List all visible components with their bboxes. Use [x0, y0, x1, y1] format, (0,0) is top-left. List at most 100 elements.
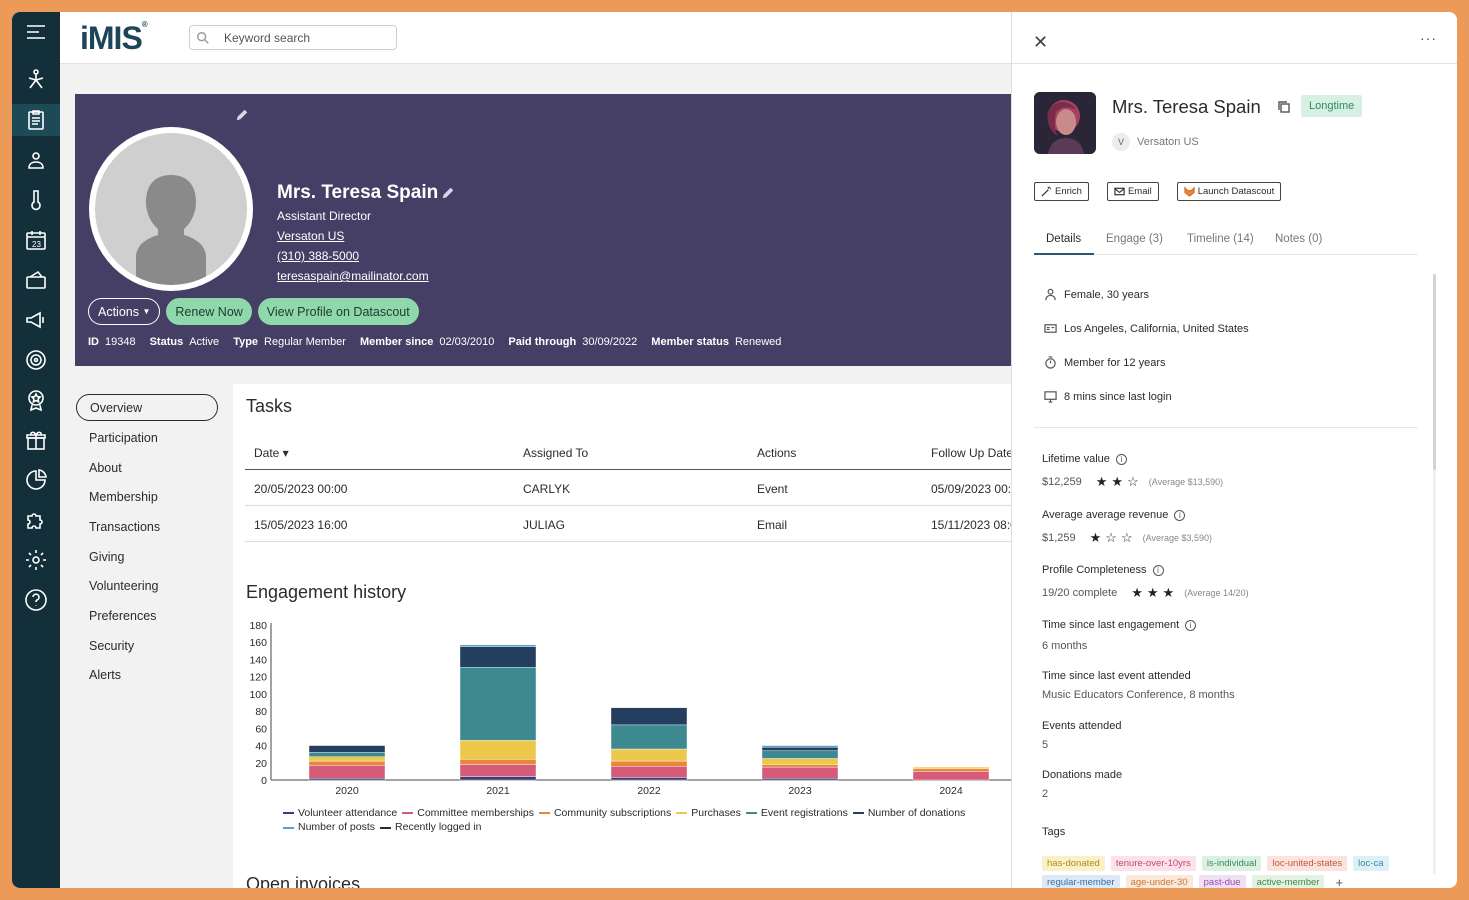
- scrollbar-thumb[interactable]: [1433, 274, 1436, 470]
- member-info-bar: ID 19348 Status Active Type Regular Member …: [88, 336, 789, 348]
- caret-down-icon: ▼: [142, 307, 151, 316]
- imis-logo[interactable]: iMIS®: [80, 20, 148, 56]
- column-header-date[interactable]: Date ▾: [254, 446, 289, 460]
- legend-item[interactable]: Number of donations: [852, 807, 965, 820]
- subnav-alerts[interactable]: Alerts: [89, 668, 121, 683]
- profile-org-link[interactable]: Versaton US: [277, 229, 345, 243]
- tag-chip[interactable]: age-under-30: [1125, 875, 1193, 888]
- scrollbar-track[interactable]: [1433, 274, 1436, 874]
- info-icon[interactable]: i: [1115, 453, 1127, 465]
- keyword-search-input[interactable]: Keyword search: [189, 25, 397, 50]
- info-icon[interactable]: i: [1152, 564, 1164, 576]
- subnav-overview[interactable]: Overview: [76, 394, 218, 421]
- wallet-icon[interactable]: [18, 264, 54, 296]
- column-header-assigned[interactable]: Assigned To: [523, 446, 589, 460]
- contact-name: Mrs. Teresa Spain: [1112, 96, 1261, 117]
- legend-item[interactable]: Volunteer attendance: [283, 807, 397, 820]
- info-icon[interactable]: i: [1174, 509, 1186, 521]
- community-icon[interactable]: [18, 64, 54, 96]
- more-options-icon[interactable]: ···: [1420, 30, 1437, 46]
- launch-datascout-button[interactable]: Launch Datascout: [1176, 182, 1282, 201]
- clipboard-icon[interactable]: [12, 104, 60, 136]
- enrich-button[interactable]: Enrich: [1034, 182, 1089, 201]
- legend-item[interactable]: Purchases: [676, 807, 741, 820]
- org-initial: V: [1112, 133, 1130, 151]
- status-value: Active: [189, 336, 220, 348]
- tag-chip[interactable]: loc-ca: [1353, 856, 1389, 871]
- cloud-user-icon[interactable]: [18, 144, 54, 176]
- info-icon[interactable]: i: [1185, 619, 1197, 631]
- tag-chip[interactable]: has-donated: [1042, 856, 1105, 871]
- location-fact: Los Angeles, California, United States: [1044, 322, 1249, 335]
- last-event-label: Time since last event attended: [1042, 670, 1191, 682]
- column-header-actions[interactable]: Actions: [757, 446, 797, 460]
- bar-segment: [308, 778, 386, 781]
- last-engagement-value: 6 months: [1042, 640, 1088, 652]
- status-badge: Longtime: [1301, 95, 1363, 117]
- y-tick-label: 40: [255, 741, 267, 753]
- profile-phone-link[interactable]: (310) 388-5000: [277, 249, 360, 263]
- tag-chip[interactable]: loc-united-states: [1267, 856, 1348, 871]
- settings-icon[interactable]: [18, 544, 54, 576]
- open-invoices-title: Open invoices: [246, 874, 361, 888]
- tag-chip[interactable]: tenure-over-10yrs: [1110, 856, 1196, 871]
- column-header-followup[interactable]: Follow Up Date: [931, 446, 1012, 460]
- legend-item[interactable]: Committee memberships: [402, 807, 534, 820]
- tab-details[interactable]: Details: [1046, 233, 1082, 245]
- pie-chart-icon[interactable]: [18, 464, 54, 496]
- x-tick-label: 2020: [335, 785, 359, 797]
- legend-label: Event registrations: [760, 806, 848, 819]
- subnav-transactions[interactable]: Transactions: [89, 519, 161, 534]
- table-row[interactable]: 20/05/2023 00:00 CARLYK Event 05/09/2023…: [245, 470, 1012, 506]
- target-icon[interactable]: [18, 344, 54, 376]
- rating-stars: ★★☆: [1095, 474, 1143, 489]
- profile-banner: Mrs. Teresa Spain Assistant Director Ver…: [75, 94, 1012, 366]
- subnav-preferences[interactable]: Preferences: [89, 608, 157, 623]
- chart-legend: Volunteer attendance Committee membership…: [283, 805, 1012, 834]
- subnav-giving[interactable]: Giving: [89, 549, 125, 564]
- profile-completeness-label: Profile Completeness i: [1042, 564, 1164, 576]
- add-tag-icon[interactable]: +: [1335, 875, 1344, 888]
- bar-segment: [459, 759, 537, 765]
- tab-notes[interactable]: Notes (0): [1275, 233, 1323, 245]
- tag-chip[interactable]: past-due: [1198, 875, 1246, 888]
- menu-icon[interactable]: [18, 16, 54, 48]
- bar-segment: [308, 765, 386, 779]
- close-icon[interactable]: ✕: [1033, 32, 1049, 52]
- help-icon[interactable]: [18, 584, 54, 616]
- tag-chip[interactable]: regular-member: [1042, 875, 1120, 888]
- profile-email-link[interactable]: teresaspain@mailinator.com: [277, 269, 429, 283]
- tab-timeline[interactable]: Timeline (14): [1187, 233, 1254, 245]
- award-icon[interactable]: [18, 384, 54, 416]
- tag-chip[interactable]: is-individual: [1201, 856, 1262, 871]
- tag-chip[interactable]: active-member: [1251, 875, 1325, 888]
- bar-segment: [610, 760, 688, 767]
- subnav-membership[interactable]: Membership: [89, 490, 158, 505]
- actions-dropdown[interactable]: Actions ▼: [88, 298, 161, 325]
- legend-item[interactable]: Number of posts: [283, 821, 375, 834]
- puzzle-icon[interactable]: [18, 504, 54, 536]
- edit-photo-icon[interactable]: [235, 108, 249, 127]
- copy-icon[interactable]: [1278, 100, 1290, 118]
- bar-segment: [761, 750, 839, 759]
- tab-engage[interactable]: Engage (3): [1106, 233, 1163, 245]
- legend-item[interactable]: Community subscriptions: [538, 807, 671, 820]
- member-status-value: Renewed: [734, 336, 782, 348]
- megaphone-icon[interactable]: [18, 304, 54, 336]
- email-button[interactable]: Email: [1106, 182, 1159, 201]
- subnav-volunteering[interactable]: Volunteering: [89, 579, 159, 594]
- subnav-participation[interactable]: Participation: [89, 430, 158, 445]
- legend-item[interactable]: Event registrations: [745, 806, 848, 820]
- subnav-security[interactable]: Security: [89, 638, 135, 653]
- subnav-about[interactable]: About: [89, 460, 122, 475]
- thermometer-icon[interactable]: [18, 184, 54, 216]
- bar-segment: [459, 776, 537, 781]
- calendar-icon[interactable]: 23: [18, 224, 54, 256]
- legend-item[interactable]: Recently logged in: [380, 821, 481, 834]
- renew-now-button[interactable]: Renew Now: [166, 298, 252, 325]
- view-datascout-button[interactable]: View Profile on Datascout: [257, 298, 419, 325]
- gift-box-icon[interactable]: [18, 424, 54, 456]
- type-value: Regular Member: [264, 336, 346, 348]
- table-row[interactable]: 15/05/2023 16:00 JULIAG Email 15/11/2023…: [245, 506, 1012, 542]
- edit-name-icon[interactable]: [441, 186, 455, 205]
